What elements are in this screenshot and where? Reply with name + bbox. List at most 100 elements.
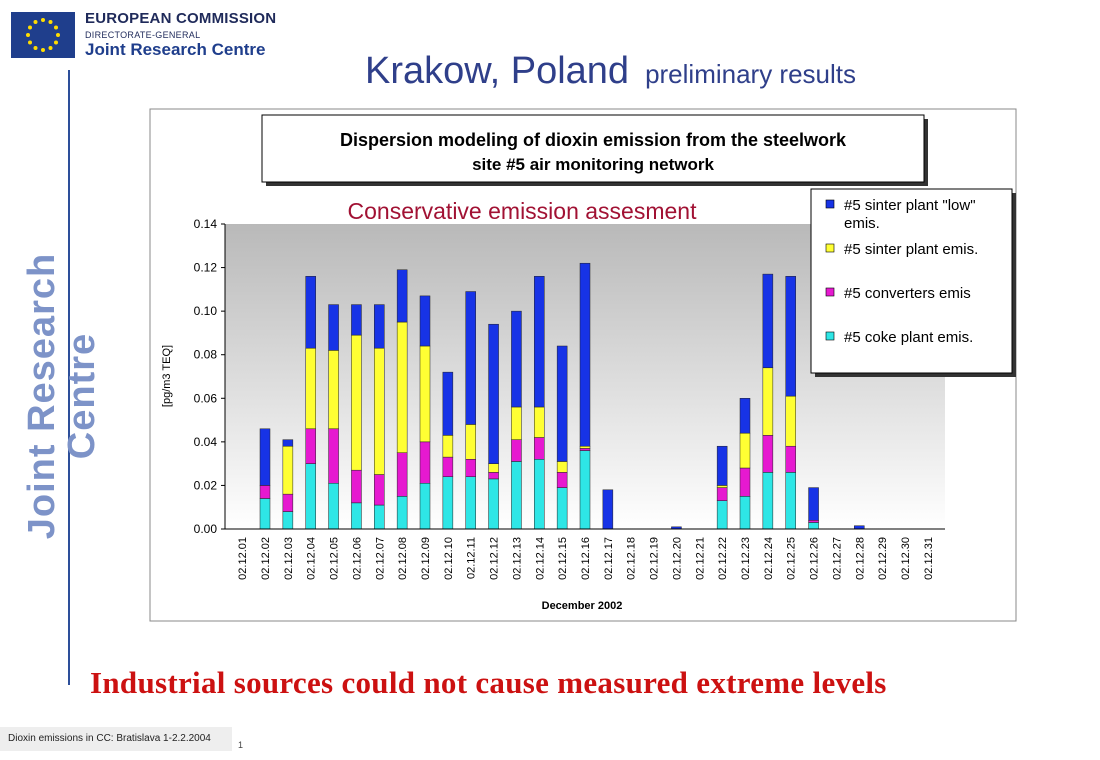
bar-segment — [534, 406, 545, 438]
org-name: EUROPEAN COMMISSION — [85, 10, 277, 27]
x-tick-label: 02.12.15 — [557, 537, 569, 580]
bar-segment — [511, 406, 522, 440]
bar-segment — [442, 435, 454, 458]
bar-segment — [579, 262, 591, 447]
bar-segment — [419, 295, 431, 347]
legend-label: #5 sinter plant emis. — [844, 241, 978, 258]
bar-segment — [488, 478, 499, 530]
chart-subtitle: site #5 air monitoring network — [472, 155, 714, 174]
chart-title-box — [261, 114, 925, 183]
bar-segment — [396, 496, 408, 530]
bar-segment — [396, 452, 408, 497]
bar-segment — [282, 511, 294, 530]
bar-segment — [762, 472, 774, 530]
legend-label-cont: emis. — [844, 215, 880, 232]
legend-box — [810, 188, 1013, 374]
y-tick-label: 0.06 — [194, 391, 218, 405]
x-tick-label: 02.12.08 — [397, 537, 409, 580]
x-tick-label: 02.12.14 — [534, 537, 546, 580]
y-axis-label: [pg/m3 TEQ] — [161, 345, 173, 407]
chart-title: Dispersion modeling of dioxin emission f… — [340, 130, 847, 150]
bar-segment — [534, 276, 545, 408]
bar-segment — [556, 345, 568, 462]
slide-title: Krakow, Poland — [365, 50, 630, 92]
x-tick-label: 02.12.21 — [694, 537, 706, 580]
bar-segment — [259, 485, 271, 499]
bar-segment — [716, 487, 728, 501]
org-jrc: Joint Research Centre — [85, 40, 266, 59]
bar-segment — [488, 463, 499, 473]
legend-swatch — [825, 243, 835, 253]
bar-segment — [785, 395, 796, 447]
bar-segment — [374, 347, 385, 475]
bar-segment — [579, 445, 591, 449]
footer-text: Dioxin emissions in CC: Bratislava 1-2.2… — [0, 727, 232, 751]
bar-segment — [442, 371, 454, 436]
x-tick-label: 02.12.04 — [306, 537, 318, 580]
bar-segment — [282, 493, 294, 512]
y-tick-label: 0.10 — [194, 304, 218, 318]
bar-segment — [579, 450, 591, 530]
x-tick-label: 02.12.07 — [374, 537, 386, 580]
bar-segment — [374, 304, 385, 349]
bar-segment — [808, 520, 819, 523]
x-tick-label: 02.12.29 — [877, 537, 889, 580]
bar-segment — [739, 432, 751, 469]
bar-segment — [808, 522, 819, 530]
x-tick-label: 02.12.22 — [717, 537, 729, 580]
legend-swatch — [825, 199, 835, 209]
bar-segment — [328, 304, 339, 351]
bar-segment — [259, 428, 271, 486]
x-tick-label: 02.12.03 — [283, 537, 295, 580]
bar-segment — [785, 445, 796, 473]
eu-stars-icon — [26, 18, 60, 52]
x-tick-label: 02.12.06 — [351, 537, 363, 580]
x-tick-label: 02.12.23 — [740, 537, 752, 580]
x-tick-label: 02.12.31 — [923, 537, 935, 580]
org-directorate: DIRECTORATE-GENERAL — [85, 30, 201, 40]
x-tick-label: 02.12.16 — [580, 537, 592, 580]
x-tick-label: 02.12.18 — [626, 537, 638, 580]
x-tick-label: 02.12.27 — [831, 537, 843, 580]
bar-segment — [465, 459, 476, 477]
bar-segment — [282, 445, 294, 495]
bar-segment — [785, 472, 796, 530]
bar-segment — [739, 467, 751, 497]
bar-segment — [351, 334, 362, 471]
bar-segment — [328, 483, 339, 530]
bar-segment — [762, 367, 774, 436]
bar-segment — [556, 472, 568, 488]
bar-segment — [351, 304, 362, 336]
bar-segment — [259, 498, 271, 530]
bar-segment — [556, 487, 568, 530]
x-tick-label: 02.12.11 — [466, 537, 478, 579]
chart-annotation: Conservative emission assesment — [348, 198, 698, 224]
bar-segment — [282, 439, 294, 447]
left-divider — [68, 70, 70, 685]
slide-subtitle: preliminary results — [645, 59, 857, 89]
y-tick-label: 0.14 — [194, 217, 218, 231]
bar-segment — [739, 496, 751, 530]
bar-segment — [488, 323, 499, 464]
x-tick-label: 02.12.26 — [809, 537, 821, 580]
bar-segment — [511, 310, 522, 408]
x-tick-label: 02.12.09 — [420, 537, 432, 580]
legend-label: #5 converters emis — [844, 285, 971, 302]
legend-swatch — [825, 331, 835, 341]
bar-segment — [534, 459, 545, 530]
bar-segment — [419, 483, 431, 530]
y-tick-label: 0.04 — [194, 435, 218, 449]
bar-segment — [419, 441, 431, 484]
x-tick-label: 02.12.28 — [854, 537, 866, 580]
bar-segment — [305, 463, 316, 530]
bar-segment — [374, 504, 385, 530]
x-tick-label: 02.12.17 — [603, 537, 615, 580]
x-tick-label: 02.12.05 — [329, 537, 341, 580]
bar-segment — [305, 347, 316, 430]
bar-segment — [602, 489, 614, 530]
bar-segment — [442, 456, 454, 477]
bar-segment — [716, 485, 728, 488]
bar-segment — [396, 321, 408, 453]
x-tick-label: 02.12.13 — [511, 537, 523, 580]
